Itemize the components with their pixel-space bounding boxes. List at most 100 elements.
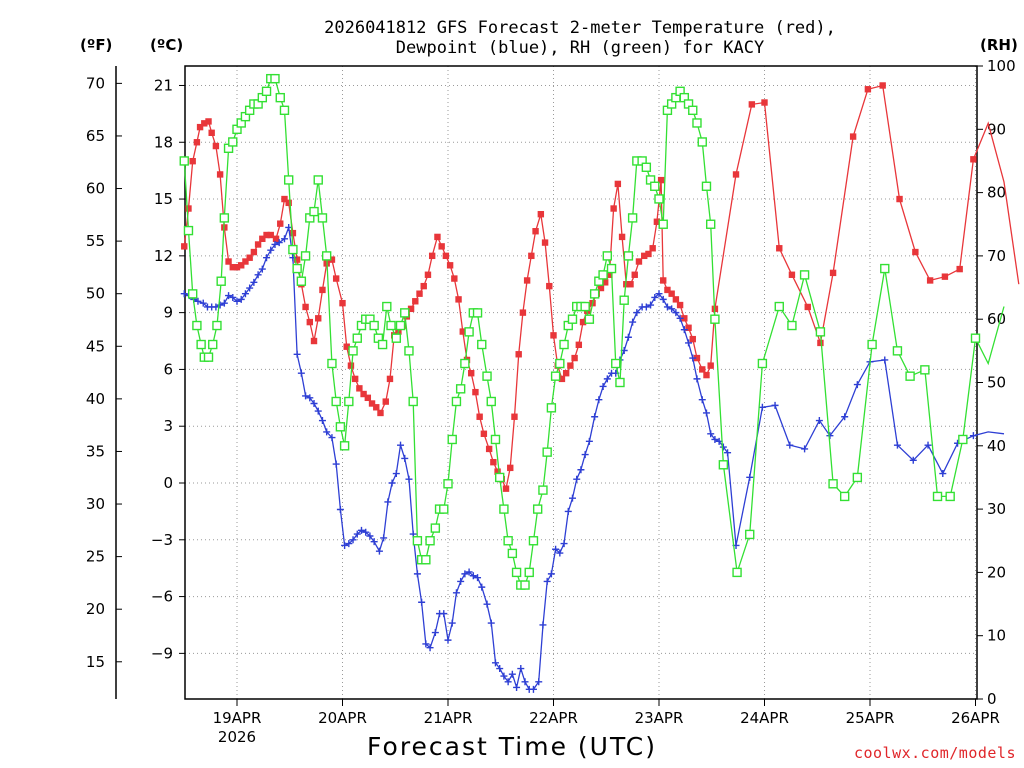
celsius-tick-label: 6 [163, 360, 173, 378]
dewpoint-point [302, 392, 310, 400]
rh-point [196, 339, 206, 350]
dewpoint-point [603, 375, 611, 383]
dewpoint-point [517, 665, 525, 673]
rh-point [460, 358, 470, 369]
dewpoint-point [693, 375, 701, 383]
dewpoint-point [663, 303, 671, 311]
rh-point [425, 536, 435, 546]
temperature-point [571, 354, 578, 362]
temperature-point [507, 464, 514, 472]
dewpoint-point [474, 574, 482, 582]
temperature-point [373, 404, 380, 411]
rh-point [447, 434, 457, 445]
rh-point [710, 314, 720, 324]
rh-point [692, 118, 702, 128]
temperature-point [776, 245, 783, 252]
fahrenheit-unit-label: (ºF) [80, 36, 113, 54]
x-tick-label: 24APR [740, 709, 789, 727]
dewpoint-point [581, 451, 589, 459]
rh-point [494, 472, 505, 483]
temperature-point [285, 199, 292, 207]
temperature-point [416, 290, 423, 297]
rh-point [932, 491, 943, 502]
dewpoint-point [478, 583, 486, 591]
x-axis-title: Forecast Time (UTC) [367, 732, 657, 761]
rh-point [598, 270, 608, 280]
temperature-point [476, 413, 483, 420]
rh-tick-label: 40 [987, 437, 1006, 455]
dewpoint-point [841, 413, 849, 421]
dewpoint-point [702, 409, 710, 417]
dewpoint-point [642, 303, 650, 311]
rh-point [228, 137, 238, 147]
rh-point [602, 251, 613, 261]
rh-point [219, 213, 230, 223]
temperature-point [664, 286, 671, 294]
dewpoint-point [508, 670, 516, 678]
rh-point [524, 567, 534, 578]
dewpoint-point [585, 437, 593, 445]
temperature-point [532, 228, 539, 235]
temperature-point [707, 362, 714, 369]
dewpoint-point [332, 460, 340, 468]
rh-point [472, 308, 483, 318]
rh-point [650, 181, 660, 191]
temperature-point [896, 195, 903, 203]
temperature-point [356, 385, 363, 392]
temperature-point [606, 271, 613, 278]
temperature-point [693, 354, 701, 362]
fahrenheit-tick-label: 70 [86, 74, 105, 92]
temperature-point [446, 262, 454, 269]
dewpoint-point [357, 526, 365, 534]
dewpoint-point [237, 295, 245, 303]
rh-tick-label: 50 [987, 374, 1006, 392]
temperature-point [912, 248, 919, 256]
temperature-point [614, 180, 622, 188]
dewpoint-point [375, 547, 383, 555]
rh-point [421, 555, 431, 565]
temperature-point [328, 256, 336, 263]
dewpoint-point [452, 589, 460, 597]
rh-point [261, 86, 272, 97]
temperature-point [748, 101, 756, 108]
rh-point [867, 339, 877, 350]
celsius-tick-label: −3 [151, 531, 173, 549]
celsius-tick-label: 12 [154, 247, 173, 265]
rh-point [352, 333, 362, 343]
fahrenheit-tick-label: 40 [86, 390, 105, 408]
temperature-point [657, 176, 665, 184]
rh-point [395, 320, 406, 331]
dewpoint-point [345, 540, 353, 548]
rh-point [958, 434, 968, 445]
rh-tick-label: 10 [987, 627, 1006, 645]
rh-point [400, 308, 410, 318]
rh-point [179, 156, 189, 166]
rh-point [550, 371, 561, 381]
rh-point [905, 371, 915, 381]
temperature-point [216, 171, 224, 178]
rh-point [745, 529, 755, 540]
dewpoint-point [194, 297, 202, 305]
temperature-point [641, 252, 648, 260]
grid-lines [185, 66, 977, 699]
dewpoint-point [323, 428, 331, 436]
dewpoint-point [306, 394, 314, 402]
celsius-tick-label: 3 [163, 417, 173, 435]
dewpoint-point [426, 644, 434, 652]
temperature-point [472, 388, 479, 396]
dewpoint-point [241, 290, 249, 298]
dewpoint-point [668, 305, 676, 313]
dewpoint-point [881, 356, 889, 364]
temperature-point [849, 133, 857, 140]
dewpoint-point [647, 301, 655, 309]
dewpoint-point [689, 354, 697, 362]
temperature-point [941, 273, 949, 280]
dewpoint-point [246, 284, 254, 292]
temperature-point [459, 328, 466, 335]
rh-point [430, 523, 441, 533]
dewpoint-point [440, 610, 448, 618]
rh-point [658, 219, 668, 229]
temperature-point [864, 86, 872, 93]
temperature-point [672, 296, 680, 303]
temperature-point [635, 258, 643, 265]
